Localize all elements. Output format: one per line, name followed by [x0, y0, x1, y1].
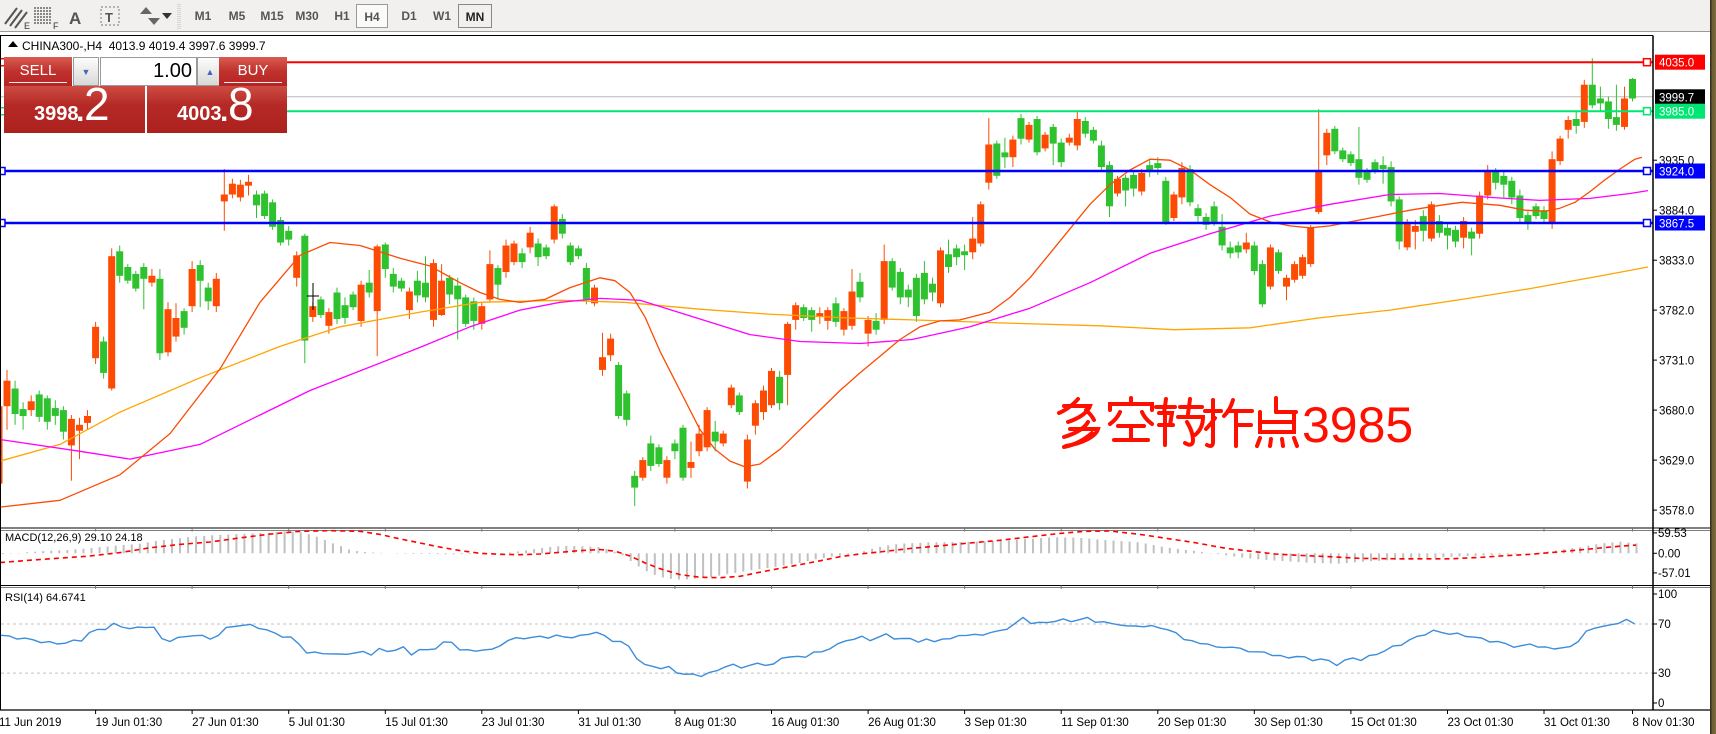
svg-text:0.00: 0.00	[1658, 548, 1680, 560]
svg-text:3833.0: 3833.0	[1659, 256, 1694, 268]
svg-text:4035.0: 4035.0	[1659, 58, 1694, 70]
svg-text:15 Oct 01:30: 15 Oct 01:30	[1351, 717, 1417, 729]
svg-text:3985.0: 3985.0	[1659, 107, 1694, 119]
svg-text:3578.0: 3578.0	[1659, 506, 1694, 518]
svg-text:8 Aug 01:30: 8 Aug 01:30	[675, 717, 736, 729]
svg-text:5 Jul 01:30: 5 Jul 01:30	[289, 717, 345, 729]
svg-text:30: 30	[1658, 668, 1671, 680]
svg-text:3924.0: 3924.0	[1659, 167, 1694, 179]
svg-text:3867.5: 3867.5	[1659, 219, 1694, 231]
svg-text:3782.0: 3782.0	[1659, 306, 1694, 318]
svg-text:16 Aug 01:30: 16 Aug 01:30	[772, 717, 840, 729]
svg-text:11 Sep 01:30: 11 Sep 01:30	[1061, 717, 1129, 729]
svg-text:E: E	[24, 21, 30, 31]
svg-text:3999.7: 3999.7	[1659, 92, 1694, 104]
svg-text:70: 70	[1658, 619, 1671, 631]
svg-text:MACD(12,26,9) 29.10 24.18: MACD(12,26,9) 29.10 24.18	[5, 532, 143, 544]
svg-text:3731.0: 3731.0	[1659, 356, 1694, 368]
svg-text:A: A	[69, 9, 81, 28]
svg-text:31 Jul 01:30: 31 Jul 01:30	[578, 717, 641, 729]
svg-text:19 Jun 01:30: 19 Jun 01:30	[96, 717, 163, 729]
svg-text:3680.0: 3680.0	[1659, 406, 1694, 418]
svg-text:T: T	[105, 10, 113, 25]
svg-text:31 Oct 01:30: 31 Oct 01:30	[1544, 717, 1610, 729]
svg-text:-57.01: -57.01	[1658, 568, 1691, 580]
svg-text:23 Oct 01:30: 23 Oct 01:30	[1448, 717, 1514, 729]
svg-text:20 Sep 01:30: 20 Sep 01:30	[1158, 717, 1226, 729]
svg-text:3629.0: 3629.0	[1659, 456, 1694, 468]
svg-text:0: 0	[1658, 698, 1664, 710]
svg-text:3 Sep 01:30: 3 Sep 01:30	[965, 717, 1027, 729]
svg-text:59.53: 59.53	[1658, 528, 1687, 540]
svg-text:26 Aug 01:30: 26 Aug 01:30	[868, 717, 936, 729]
svg-text:27 Jun 01:30: 27 Jun 01:30	[192, 717, 259, 729]
svg-text:11 Jun 2019: 11 Jun 2019	[0, 717, 61, 729]
svg-text:8 Nov 01:30: 8 Nov 01:30	[1633, 717, 1695, 729]
svg-text:100: 100	[1658, 589, 1677, 601]
svg-text:F: F	[53, 21, 59, 31]
svg-text:23 Jul 01:30: 23 Jul 01:30	[482, 717, 545, 729]
svg-text:3985: 3985	[1302, 397, 1413, 453]
svg-text:3884.0: 3884.0	[1659, 206, 1694, 218]
svg-text:RSI(14) 64.6741: RSI(14) 64.6741	[5, 592, 86, 604]
svg-text:CHINA300-,H4 4013.9 4019.4 39: CHINA300-,H4 4013.9 4019.4 3997.6 3999.7	[22, 39, 266, 53]
svg-text:30 Sep 01:30: 30 Sep 01:30	[1254, 717, 1322, 729]
svg-text:15 Jul 01:30: 15 Jul 01:30	[385, 717, 448, 729]
